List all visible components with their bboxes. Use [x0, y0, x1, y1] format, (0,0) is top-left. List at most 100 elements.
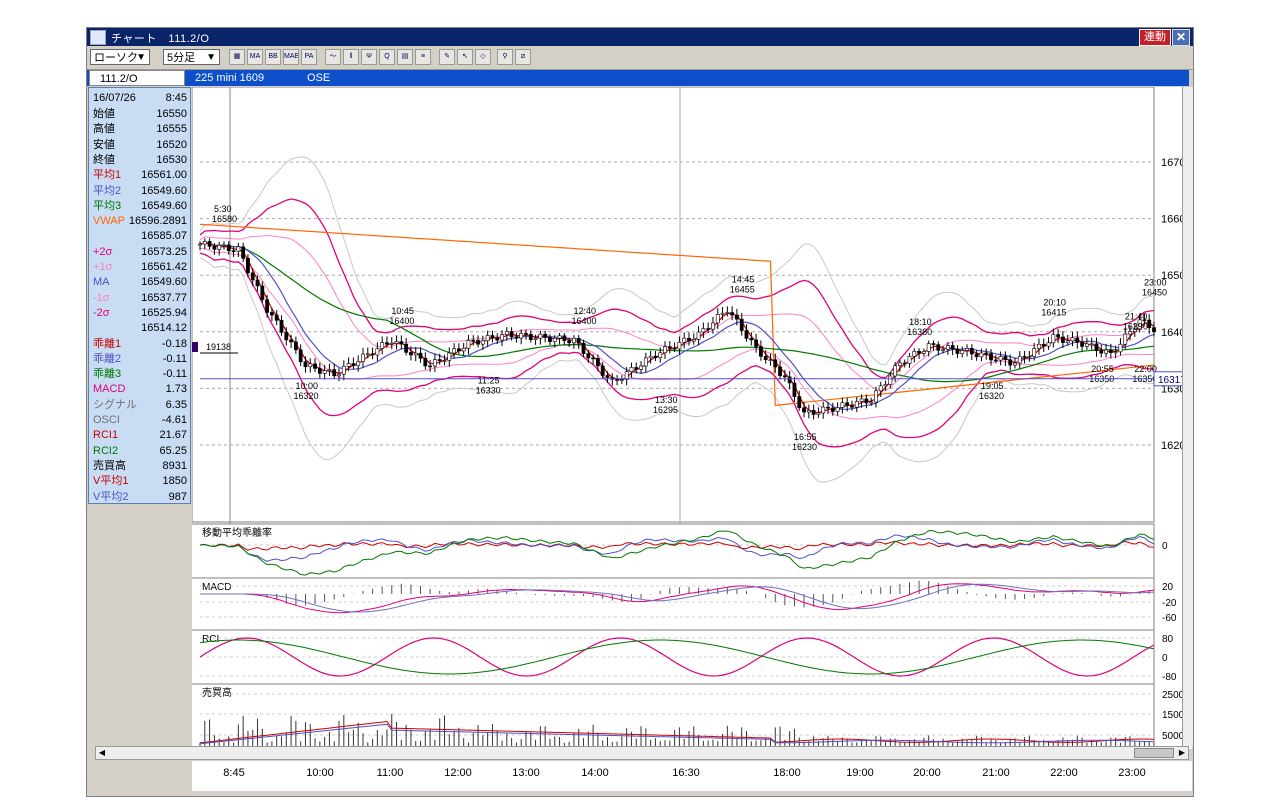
data-panel-label: 始値 — [93, 108, 115, 120]
draw-clear-icon[interactable]: ⧄ — [515, 49, 531, 65]
scroll-right-icon[interactable]: ▶ — [1178, 748, 1186, 757]
data-panel-row: MA 16549.60 — [93, 274, 189, 290]
data-panel-value: 16530 — [156, 153, 187, 166]
data-panel-value: 6.35 — [165, 398, 187, 411]
rci-2-line — [199, 639, 1155, 675]
bb-tool-button[interactable]: BB — [265, 49, 281, 65]
annotation-price: 16415 — [1041, 307, 1066, 317]
candle-body — [346, 363, 351, 367]
title-bar[interactable]: チャート 111.2/O 連動 ✕ — [87, 28, 1193, 46]
annotation-price: 16320 — [979, 391, 1004, 401]
candle-body — [658, 352, 663, 358]
deviation-line — [199, 540, 1155, 551]
data-panel-label: 高値 — [93, 123, 115, 136]
eraser-icon[interactable]: ◇ — [475, 49, 491, 65]
data-panel-row: 乖離2 -0.11 — [93, 351, 189, 367]
zoom-icon[interactable]: ⚲ — [497, 49, 513, 65]
candle-body — [1089, 343, 1094, 346]
candle-body — [581, 342, 586, 354]
volume-panel-tick: 25000 — [1162, 690, 1190, 701]
ma-tool-button[interactable]: MA — [247, 49, 263, 65]
bb-upper-2sigma — [199, 198, 1155, 379]
candle-body — [572, 337, 576, 344]
annotation-price: 16330 — [476, 385, 501, 395]
candle-body — [480, 340, 485, 345]
link-button[interactable]: 連動 — [1139, 29, 1171, 46]
horizontal-scrollbar[interactable]: ◀ ▶ — [95, 746, 1189, 760]
data-panel-label: -2σ — [93, 306, 110, 319]
candle-body — [888, 375, 893, 385]
candle-body — [519, 333, 524, 339]
candle-body — [965, 348, 969, 351]
candle-body — [428, 365, 433, 368]
candle-body — [1147, 319, 1152, 328]
magnifier-icon[interactable]: Q — [379, 49, 395, 65]
data-panel-label: V平均1 — [93, 475, 129, 488]
scroll-thumb[interactable] — [1134, 748, 1174, 758]
data-panel-value: 16514.12 — [141, 322, 187, 335]
candle-body — [236, 246, 241, 252]
time-tick-label: 10:00 — [306, 767, 334, 779]
candle-body — [821, 406, 826, 414]
data-panel-label: 平均3 — [93, 199, 122, 212]
candle-body — [452, 348, 456, 354]
settings-list-icon[interactable]: ≡ — [415, 49, 431, 65]
indicator-settings-icon[interactable]: ▦ — [229, 49, 245, 65]
data-panel-row: V平均1 1850 — [93, 473, 189, 489]
candle-body — [476, 340, 480, 345]
volume-panel-tick: 5000 — [1162, 731, 1185, 742]
data-panel-row: VWAP 16596.2891 — [93, 213, 189, 229]
candle-body — [883, 384, 888, 387]
candle-chart-icon[interactable]: ǁ — [343, 49, 359, 65]
data-panel-label: +1σ — [93, 261, 113, 273]
candle-body — [1123, 333, 1128, 345]
chart-canvas[interactable]: 1670016600165001640016300162005:30165801… — [192, 87, 1192, 749]
macd-panel — [192, 577, 1155, 631]
candle-body — [859, 398, 864, 402]
candle-body — [955, 348, 960, 354]
rci-panel-tick: 0 — [1162, 653, 1168, 664]
vwap-line — [199, 223, 1155, 407]
annotation-time: 20:55 — [1091, 364, 1114, 374]
compare-chart-icon[interactable]: Ψ — [361, 49, 377, 65]
data-panel-value: 16561.00 — [141, 169, 187, 182]
time-tick-label: 11:00 — [376, 767, 404, 779]
scroll-left-icon[interactable]: ◀ — [98, 748, 106, 757]
cursor-icon[interactable]: ↖ — [457, 49, 473, 65]
candle-body — [893, 365, 898, 377]
annotation-time: 20:10 — [1043, 297, 1066, 307]
candle-body — [720, 312, 725, 315]
candle-body — [250, 272, 255, 281]
annotation-time: 10:45 — [391, 306, 414, 316]
candle-body — [370, 353, 375, 356]
calculator-icon[interactable]: ▤ — [397, 49, 413, 65]
data-panel-label: 乖離1 — [93, 337, 122, 350]
macd-panel-tick: -60 — [1162, 613, 1177, 624]
candle-body — [1094, 343, 1099, 351]
pen-icon[interactable]: ✎ — [439, 49, 455, 65]
close-icon[interactable]: ✕ — [1172, 29, 1190, 46]
mae-tool-button[interactable]: MAE — [283, 49, 299, 65]
chart-app-icon — [90, 30, 106, 45]
candle-body — [246, 257, 250, 274]
candle-body — [744, 330, 749, 339]
candle-body — [332, 369, 337, 377]
candle-body — [394, 341, 399, 344]
candle-body — [466, 340, 471, 349]
data-panel-label: 売買高 — [93, 459, 126, 472]
chart-type-dropdown[interactable]: ローソク ▼ — [90, 49, 150, 65]
time-tick-label: 22:00 — [1050, 767, 1078, 779]
deviation-panel — [192, 523, 1155, 579]
line-chart-icon[interactable]: 〜 — [325, 49, 341, 65]
window-title: チャート 111.2/O — [111, 33, 210, 45]
pa-tool-button[interactable]: PA — [301, 49, 317, 65]
vertical-scrollbar[interactable] — [1182, 87, 1193, 746]
data-panel-value: 16573.25 — [141, 245, 187, 258]
symbol-field[interactable]: 111.2/O — [89, 70, 185, 86]
candle-body — [255, 279, 260, 287]
chart-area[interactable]: 16700 16600 16500 16400 16300 16200 5:30 16580 1… — [192, 87, 1192, 749]
interval-dropdown[interactable]: 5分足 ▼ — [163, 49, 220, 65]
data-panel-label: MA — [93, 276, 110, 289]
macd-panel-tick: -20 — [1162, 598, 1177, 609]
chevron-down-icon: ▼ — [136, 52, 146, 63]
